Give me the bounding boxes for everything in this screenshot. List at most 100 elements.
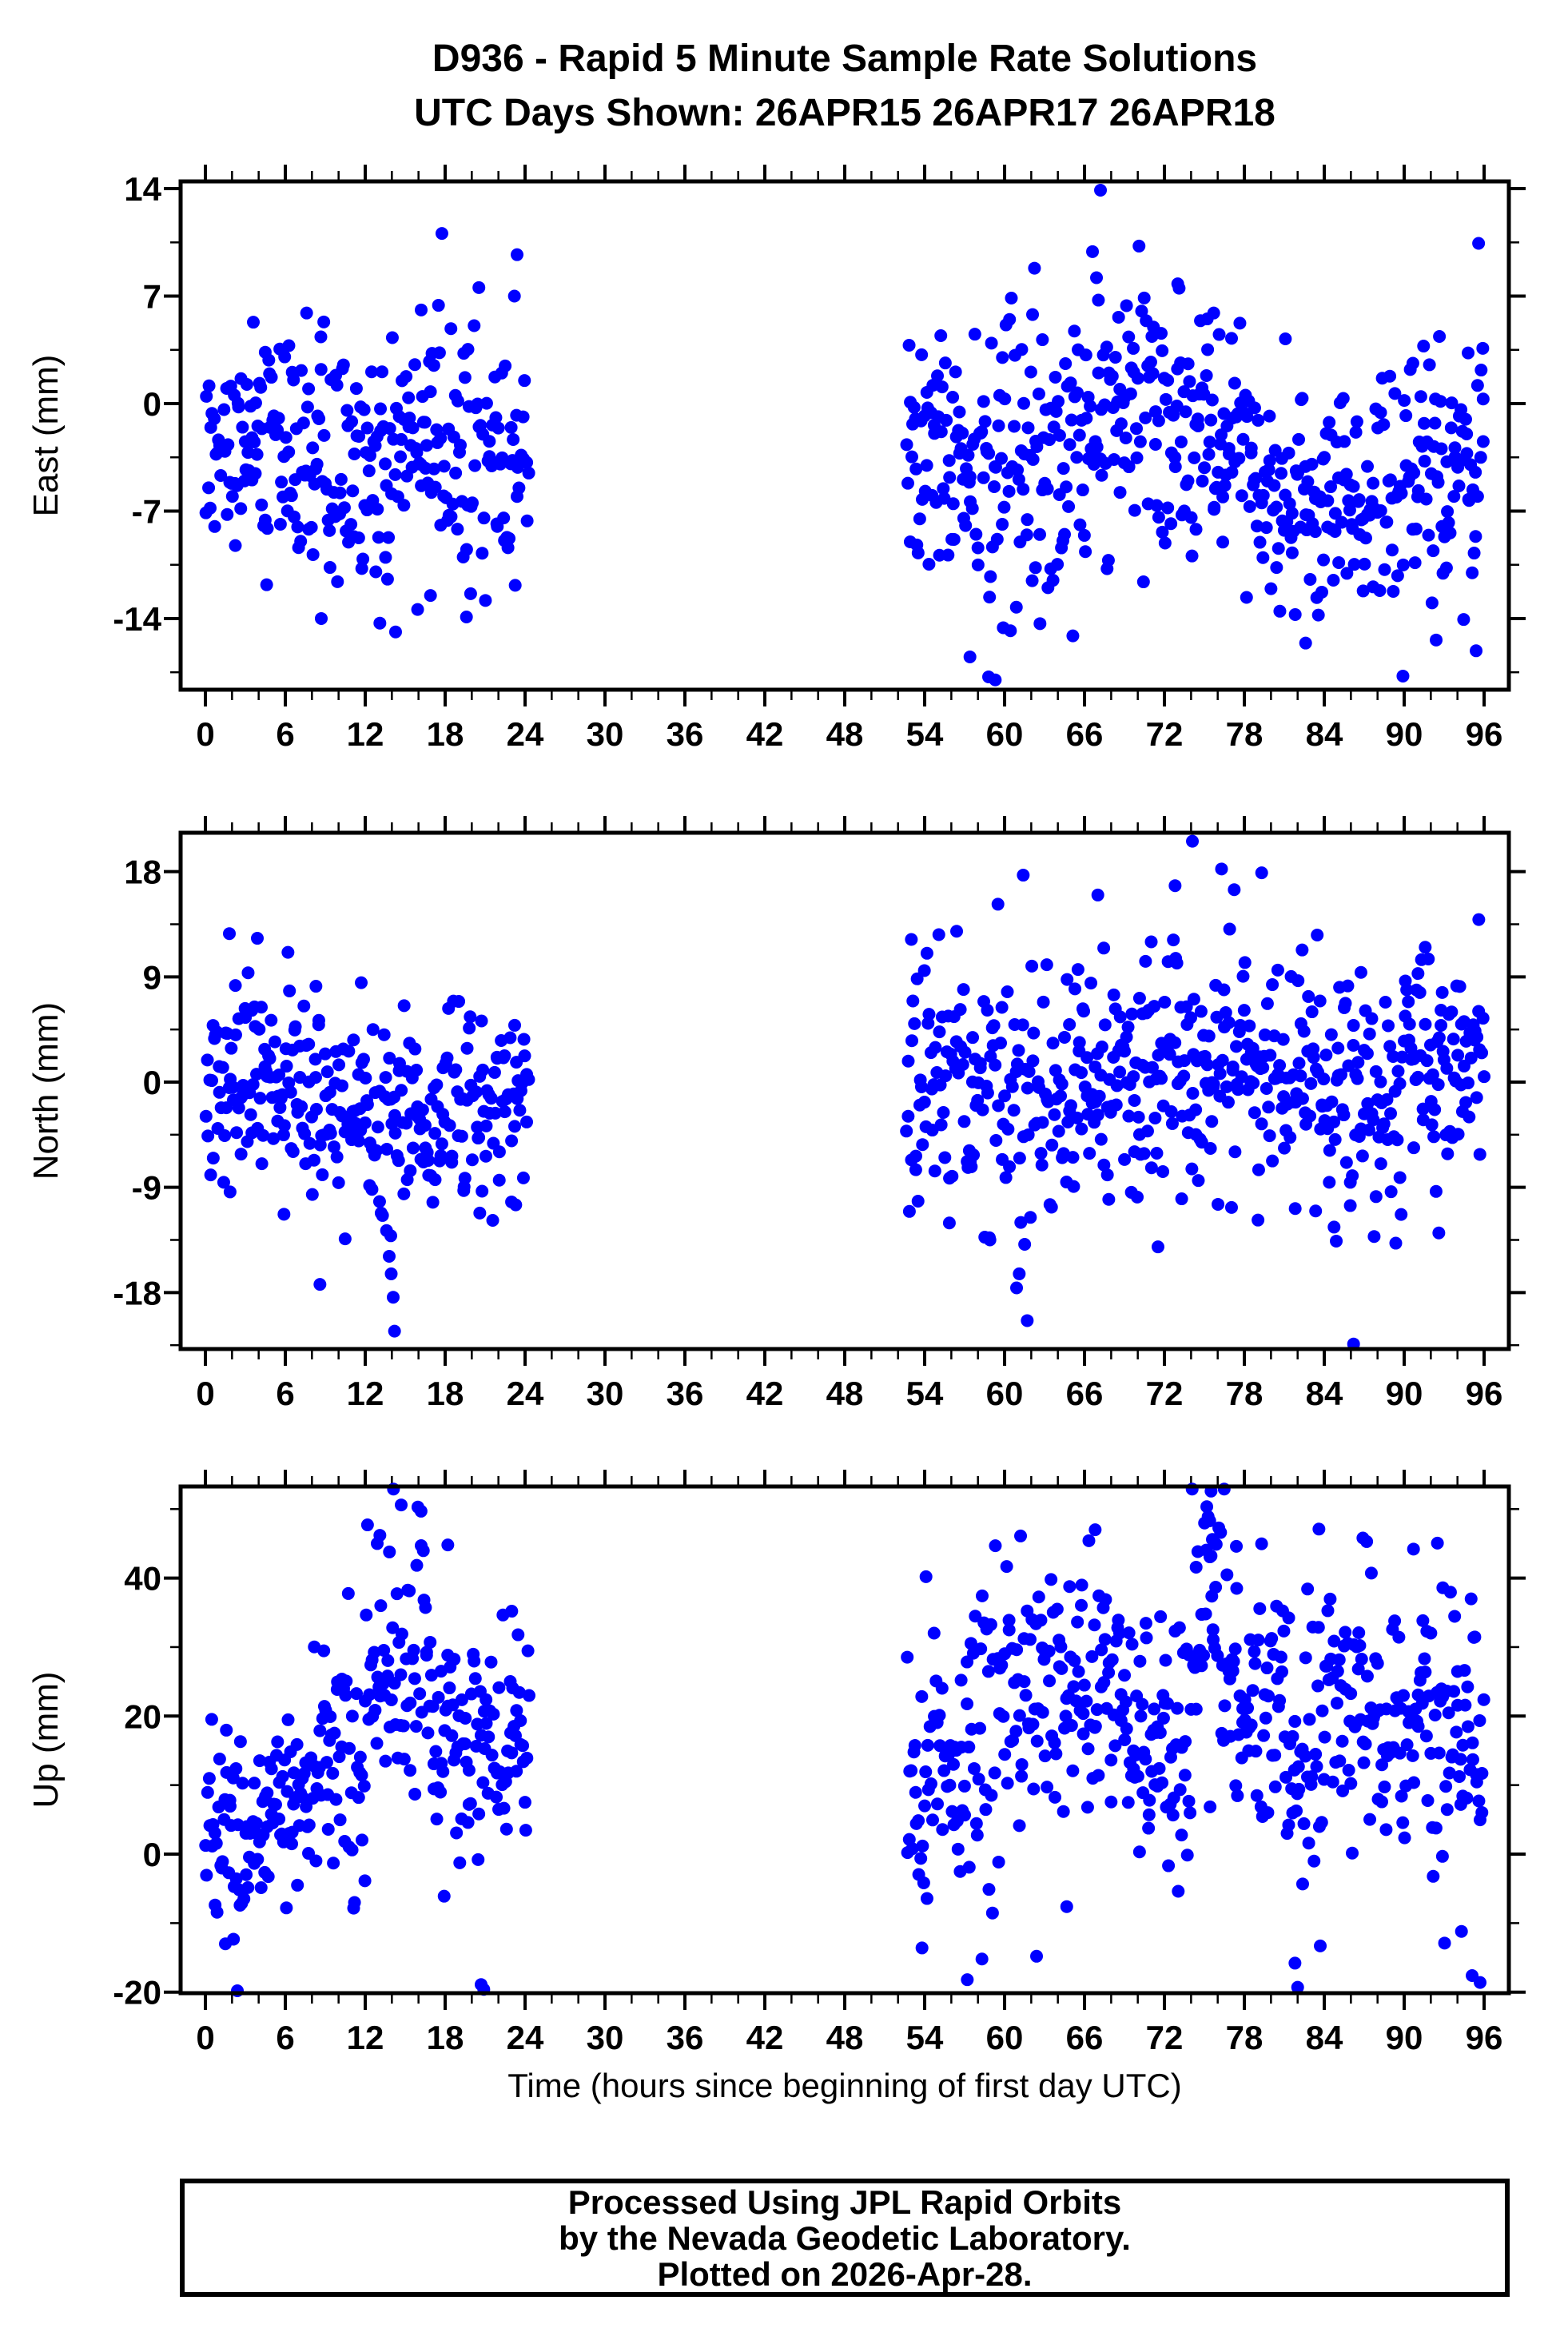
data-point [428, 1173, 442, 1187]
data-point [352, 1134, 365, 1148]
data-point [480, 1717, 493, 1730]
data-point [984, 570, 997, 583]
data-point [246, 1077, 260, 1091]
data-point [388, 468, 402, 481]
data-point [1408, 556, 1422, 570]
data-point [413, 1687, 427, 1701]
data-point [331, 575, 344, 588]
data-point [516, 1739, 530, 1753]
data-point [1104, 1753, 1118, 1767]
data-point [348, 1896, 361, 1909]
data-point [1236, 432, 1250, 446]
data-point [1231, 1789, 1244, 1802]
data-point [977, 471, 990, 484]
data-point [360, 1518, 374, 1532]
data-point [492, 1173, 506, 1187]
data-point [1045, 1200, 1058, 1214]
data-point [1260, 1662, 1274, 1675]
data-point [511, 248, 524, 261]
data-point [523, 1689, 536, 1702]
data-point [1092, 366, 1105, 380]
data-point [461, 343, 475, 356]
data-point [1252, 1213, 1265, 1227]
data-point [303, 1136, 316, 1150]
data-point [323, 561, 336, 575]
data-point [1139, 411, 1152, 424]
data-point [1133, 1654, 1147, 1668]
x-tick-label: 18 [427, 2019, 464, 2056]
data-point [1037, 995, 1050, 1009]
data-point [1476, 341, 1490, 355]
data-point [1227, 1654, 1240, 1668]
data-point [208, 1826, 221, 1840]
data-point [1131, 372, 1144, 385]
data-point [962, 1741, 976, 1754]
data-point [479, 594, 492, 607]
data-point [234, 1148, 248, 1161]
data-point [1027, 1782, 1041, 1796]
data-point [1043, 433, 1057, 447]
data-point [1338, 435, 1351, 448]
data-point [511, 1628, 525, 1642]
data-point [1291, 1760, 1305, 1773]
data-point [1288, 1202, 1302, 1216]
data-point [1295, 1877, 1309, 1891]
data-point [1026, 1717, 1040, 1731]
data-point [1112, 1626, 1126, 1640]
data-point [1090, 440, 1104, 454]
data-point [1152, 414, 1165, 428]
data-point [1230, 1582, 1244, 1595]
data-point [1365, 1012, 1379, 1025]
data-point [1429, 1821, 1443, 1835]
data-point [1326, 1775, 1339, 1789]
data-point [261, 1786, 274, 1800]
data-point [451, 394, 464, 408]
data-point [1452, 480, 1466, 493]
data-point [344, 518, 358, 531]
data-point [403, 412, 416, 425]
data-point [1352, 1626, 1366, 1640]
data-point [961, 1697, 974, 1710]
data-point [210, 1905, 224, 1919]
data-point [934, 328, 948, 342]
data-point [332, 1750, 346, 1764]
data-point [1168, 879, 1182, 893]
x-tick-label: 96 [1466, 2019, 1503, 2056]
data-point [1270, 500, 1283, 514]
data-point [352, 430, 366, 444]
data-point [1153, 1725, 1167, 1739]
data-point [1083, 1147, 1096, 1160]
data-point [1017, 1675, 1031, 1689]
data-point [938, 356, 952, 370]
data-point [1263, 1129, 1276, 1143]
data-point [1128, 503, 1141, 517]
data-point [453, 1856, 467, 1869]
data-point [999, 1171, 1013, 1184]
data-point [1013, 1709, 1026, 1722]
data-point [229, 1872, 243, 1885]
data-point [1026, 1054, 1040, 1068]
data-point [1114, 417, 1128, 431]
data-point [936, 1823, 949, 1837]
data-point [1417, 340, 1431, 353]
data-point [1363, 1813, 1377, 1826]
data-point [429, 1745, 443, 1758]
data-point [1152, 511, 1165, 524]
data-point [1282, 446, 1295, 460]
data-point [1252, 413, 1265, 427]
data-point [1305, 1770, 1319, 1784]
data-point [1221, 1096, 1235, 1109]
data-point [1066, 1151, 1080, 1164]
data-point [225, 1041, 238, 1055]
y-tick-label: -14 [113, 600, 161, 638]
data-point [240, 1868, 253, 1881]
data-point [1164, 1104, 1178, 1118]
data-point [1425, 1118, 1439, 1132]
data-point [1279, 332, 1292, 346]
data-point [1249, 1745, 1263, 1758]
y-tick-label: 14 [124, 170, 161, 208]
data-point [1283, 1131, 1297, 1144]
data-point [1448, 1610, 1462, 1623]
data-point [1226, 1061, 1240, 1074]
data-point [1076, 484, 1089, 497]
